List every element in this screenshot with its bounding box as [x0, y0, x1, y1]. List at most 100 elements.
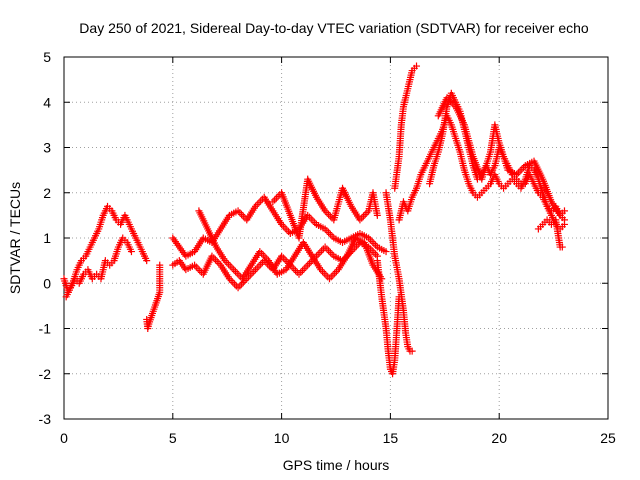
- data-point: [560, 216, 568, 224]
- data-point-fill: [320, 269, 328, 277]
- data-point-fill: [329, 271, 337, 279]
- data-point-fill: [213, 258, 221, 266]
- y-axis-label: SDTVAR / TECUs: [7, 182, 23, 294]
- data-point-fill: [318, 247, 326, 255]
- data-point: [373, 211, 381, 219]
- data-point-fill: [239, 212, 247, 220]
- series-6: [195, 207, 386, 283]
- data-point-fill: [302, 263, 310, 271]
- y-tick-label: 4: [43, 94, 51, 110]
- data-point-fill: [368, 238, 376, 246]
- data-point: [234, 284, 242, 292]
- data-point-fill: [361, 210, 369, 218]
- data-point-fill: [211, 256, 219, 264]
- data-point-fill: [229, 278, 237, 286]
- series-5: [169, 239, 381, 292]
- x-axis-label: GPS time / hours: [283, 457, 390, 473]
- data-point-fill: [305, 259, 313, 267]
- x-tick-label: 5: [169, 430, 177, 446]
- data-point-fill: [228, 264, 236, 272]
- y-tick-label: 0: [43, 275, 51, 291]
- y-tick-label: 2: [43, 185, 51, 201]
- series-7: [269, 175, 381, 242]
- series-3: [143, 261, 164, 332]
- data-point: [413, 62, 421, 70]
- series-13: [434, 94, 568, 219]
- axis-ticks: 0 5 10 15 20 25 -3 -2 -1 0 1 2 3 4 5: [39, 49, 616, 446]
- data-point: [304, 261, 312, 269]
- y-tick-label: 3: [43, 140, 51, 156]
- data-point-fill: [327, 273, 335, 281]
- data-point-fill: [192, 263, 200, 271]
- data-point-fill: [331, 269, 339, 277]
- data-point-fill: [236, 209, 244, 217]
- data-point: [295, 270, 303, 278]
- data-point: [558, 243, 566, 251]
- series-4: [169, 193, 390, 260]
- data-point: [382, 248, 390, 256]
- data-point: [156, 261, 164, 269]
- data-point: [127, 248, 135, 256]
- data-point-fill: [231, 267, 239, 275]
- data-point-fill: [236, 282, 244, 290]
- data-point-fill: [271, 196, 279, 204]
- chart-title: Day 250 of 2021, Sidereal Day-to-day VTE…: [79, 20, 589, 36]
- x-tick-label: 20: [491, 430, 507, 446]
- x-tick-label: 10: [274, 430, 290, 446]
- data-point-fill: [257, 197, 265, 205]
- data-point-fill: [233, 269, 241, 277]
- data-point: [321, 243, 329, 251]
- y-tick-label: 1: [43, 230, 51, 246]
- data-point-fill: [298, 267, 306, 275]
- data-point-fill: [323, 245, 331, 253]
- data-point-fill: [325, 247, 333, 255]
- data-point-fill: [272, 194, 280, 202]
- data-point: [143, 257, 151, 265]
- data-point-fill: [359, 212, 367, 220]
- data-point-fill: [322, 271, 330, 279]
- data-point-fill: [325, 229, 333, 237]
- data-point-fill: [314, 250, 322, 258]
- data-point-fill: [300, 265, 308, 273]
- data-point-fill: [281, 224, 289, 232]
- data-point: [408, 347, 416, 355]
- data-points: [60, 62, 568, 378]
- data-point-fill: [316, 248, 324, 256]
- data-point-fill: [307, 215, 315, 223]
- series-9: [382, 189, 416, 355]
- data-point-fill: [259, 251, 267, 259]
- x-tick-label: 0: [60, 430, 68, 446]
- data-point-fill: [255, 262, 263, 270]
- data-point-fill: [518, 165, 526, 173]
- data-point-fill: [285, 228, 293, 236]
- x-tick-label: 25: [600, 430, 616, 446]
- data-point-fill: [255, 199, 263, 207]
- data-point-fill: [238, 280, 246, 288]
- data-point: [560, 207, 568, 215]
- data-point-fill: [257, 260, 265, 268]
- series-14: [534, 216, 566, 251]
- data-point-fill: [235, 271, 243, 279]
- data-point-fill: [309, 217, 317, 225]
- series-10: [391, 62, 421, 192]
- y-tick-label: 5: [43, 49, 51, 65]
- data-point-fill: [514, 169, 522, 177]
- series-8: [373, 257, 403, 378]
- data-point-fill: [326, 230, 334, 238]
- data-point-fill: [370, 239, 378, 247]
- data-point-fill: [326, 212, 334, 220]
- y-tick-label: -2: [39, 366, 52, 382]
- data-point-fill: [325, 210, 333, 218]
- data-point: [230, 266, 238, 274]
- series-12: [426, 89, 568, 224]
- data-point-fill: [253, 264, 261, 272]
- y-tick-label: -3: [39, 411, 52, 427]
- data-point-fill: [226, 262, 234, 270]
- data-point-fill: [231, 280, 239, 288]
- data-point-fill: [297, 268, 305, 276]
- data-point-fill: [225, 260, 233, 268]
- x-tick-label: 15: [383, 430, 399, 446]
- data-point-fill: [326, 248, 334, 256]
- y-tick-label: -1: [39, 321, 52, 337]
